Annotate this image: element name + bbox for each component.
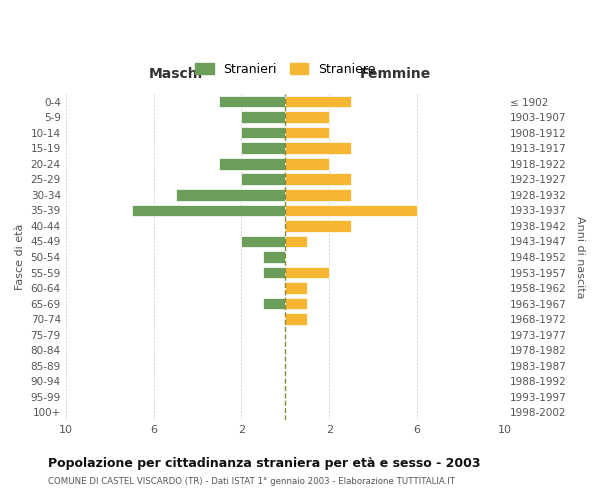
- Bar: [286, 282, 307, 294]
- Bar: [176, 189, 286, 200]
- Bar: [263, 298, 286, 310]
- Bar: [286, 127, 329, 138]
- Bar: [286, 204, 417, 216]
- Bar: [286, 174, 351, 185]
- Bar: [286, 236, 307, 248]
- Text: Popolazione per cittadinanza straniera per età e sesso - 2003: Popolazione per cittadinanza straniera p…: [48, 458, 481, 470]
- Bar: [286, 314, 307, 325]
- Y-axis label: Fasce di età: Fasce di età: [15, 224, 25, 290]
- Bar: [220, 158, 286, 170]
- Bar: [286, 112, 329, 123]
- Bar: [241, 142, 286, 154]
- Bar: [286, 158, 329, 170]
- Bar: [241, 112, 286, 123]
- Text: COMUNE DI CASTEL VISCARDO (TR) - Dati ISTAT 1° gennaio 2003 - Elaborazione TUTTI: COMUNE DI CASTEL VISCARDO (TR) - Dati IS…: [48, 478, 455, 486]
- Bar: [286, 189, 351, 200]
- Bar: [263, 251, 286, 263]
- Legend: Stranieri, Straniere: Stranieri, Straniere: [190, 58, 381, 80]
- Bar: [286, 220, 351, 232]
- Bar: [131, 204, 286, 216]
- Bar: [286, 266, 329, 278]
- Bar: [241, 236, 286, 248]
- Bar: [241, 174, 286, 185]
- Text: Femmine: Femmine: [359, 68, 431, 82]
- Bar: [241, 127, 286, 138]
- Bar: [286, 142, 351, 154]
- Bar: [220, 96, 286, 108]
- Bar: [286, 96, 351, 108]
- Y-axis label: Anni di nascita: Anni di nascita: [575, 216, 585, 298]
- Bar: [263, 266, 286, 278]
- Bar: [286, 298, 307, 310]
- Text: Maschi: Maschi: [148, 68, 203, 82]
